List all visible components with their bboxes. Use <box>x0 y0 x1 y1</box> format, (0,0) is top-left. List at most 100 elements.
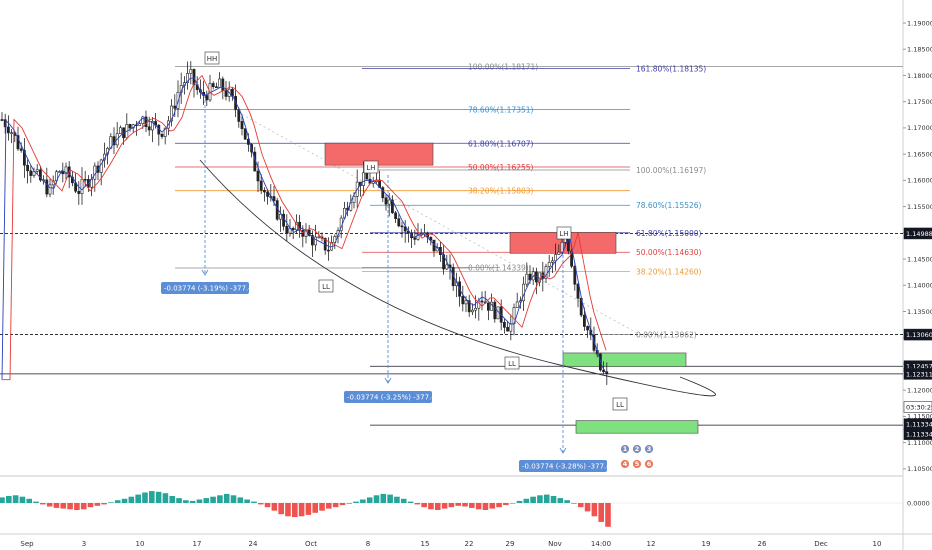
candle-body <box>515 301 519 308</box>
oscillator-bar <box>434 503 441 510</box>
swing-label-lh: LH <box>559 230 568 238</box>
price-tick-label: 1.11500 <box>907 413 932 421</box>
event-tag-icon[interactable] <box>632 459 642 469</box>
oscillator-bar <box>135 494 141 503</box>
oscillator-bar <box>319 503 325 511</box>
price-badge <box>903 328 932 341</box>
measure-label-box <box>519 460 607 472</box>
supply-zone-1[interactable] <box>324 142 434 166</box>
candle-body <box>128 124 132 129</box>
price-badge <box>903 368 932 380</box>
oscillator-bar <box>162 493 169 503</box>
candle-body <box>525 273 529 285</box>
candle-body <box>397 218 401 227</box>
oscillator-bar <box>237 497 244 503</box>
oscillator-bar <box>114 500 121 503</box>
oscillator-bar <box>482 503 489 510</box>
candle-body <box>211 83 215 88</box>
fib2-level-label: 0.00%(1.13062) <box>636 330 697 339</box>
oscillator-bar <box>523 498 530 503</box>
curved-trend-arc[interactable] <box>199 159 716 397</box>
measure-arrowhead <box>201 269 209 276</box>
oscillator-bar <box>577 503 584 508</box>
candle-body <box>474 307 478 311</box>
swing-label-box <box>556 226 572 240</box>
event-tags[interactable]: 1 2 3 4 5 6 <box>620 444 654 469</box>
event-tag-label: 5 <box>635 460 640 468</box>
oscillator-bar <box>67 503 73 510</box>
oscillator-bar <box>155 491 162 503</box>
time-tick-label: 12 <box>647 540 656 548</box>
time-tick-label: Sep <box>20 540 34 548</box>
oscillator-bar <box>196 499 203 503</box>
oscillator-bar <box>108 502 114 503</box>
measurement-tools[interactable]: -0.03774 (-3.19%) -377.4 -0.03774 (-3.25%… <box>161 95 611 472</box>
candle-body <box>464 300 468 305</box>
candle-body <box>189 69 193 74</box>
event-tag-icon[interactable] <box>644 444 654 454</box>
oscillator-bar <box>285 503 291 517</box>
event-tag-icon[interactable] <box>620 444 630 454</box>
candlestick-series[interactable] <box>0 61 609 386</box>
candle-body <box>151 121 154 131</box>
candle-body <box>218 78 222 88</box>
demand-zone-1[interactable] <box>562 352 687 367</box>
oscillator-bar <box>332 503 339 508</box>
oscillator-bar <box>421 503 427 508</box>
time-axis[interactable]: Sep 3 10 17 24 Oct 8 15 22 29 Nov 14:00 12 19 26 Dec 10 <box>0 533 932 548</box>
fib2-level-label: 50.00%(1.14630) <box>636 248 702 257</box>
price-tick-label: 1.19000 <box>907 19 932 27</box>
candle-body <box>301 230 305 237</box>
fib1-level-label: 78.60%(1.17351) <box>468 105 534 114</box>
event-tag-icon[interactable] <box>620 459 630 469</box>
horizontal-lines <box>0 233 903 477</box>
swing-label-ll: LL <box>508 360 516 368</box>
oscillator-bar <box>19 496 26 503</box>
candle-body <box>77 190 81 194</box>
candle-body <box>304 229 308 237</box>
oscillator-bar <box>326 503 332 509</box>
swing-label-box <box>504 356 520 370</box>
oscillator-bar <box>176 498 182 503</box>
oscillator-bar <box>0 497 5 503</box>
oscillator-bar <box>360 499 366 503</box>
fib2-level-label: 100.00%(1.16197) <box>636 166 706 175</box>
candle-body <box>390 199 394 214</box>
fib2-level-label: 0.00%(1.14339) <box>468 263 529 272</box>
price-badge-label: 1.13060 <box>906 331 932 339</box>
oscillator-bar <box>244 499 250 503</box>
demand-zone-2[interactable] <box>575 420 699 434</box>
candle-body <box>365 172 369 180</box>
candle-body <box>256 170 260 182</box>
candle-body <box>205 95 209 101</box>
time-tick-label: 14:00 <box>591 540 611 548</box>
fib1-ext-label: 161.80%(1.18135) <box>636 64 706 73</box>
event-tag-icon[interactable] <box>632 444 642 454</box>
candle-body <box>502 322 506 328</box>
fibonacci-retracement-2[interactable]: 100.00%(1.16197) 78.60%(1.15526) 61.80%(1.… <box>232 109 706 340</box>
swing-label-box <box>612 397 628 411</box>
oscillator-bar <box>148 491 155 503</box>
oscillator-bar <box>312 503 319 513</box>
oscillator-bar <box>121 498 128 503</box>
oscillator-bar <box>40 503 46 505</box>
time-tick-label: 29 <box>506 540 515 548</box>
candle-body <box>547 262 551 267</box>
swing-label-ll: LL <box>322 283 330 291</box>
oscillator-bar <box>298 503 305 517</box>
oscillator-bar <box>598 503 604 522</box>
oscillator-bar <box>203 498 210 503</box>
event-tag-label: 2 <box>635 445 640 453</box>
candle-body <box>570 250 574 267</box>
zones[interactable] <box>324 142 699 434</box>
candle-body <box>317 236 321 239</box>
event-tag-icon[interactable] <box>644 459 654 469</box>
candle-body <box>310 235 314 246</box>
time-tick-label: 22 <box>465 540 474 548</box>
candle-body <box>58 171 62 173</box>
time-tick-label: 15 <box>421 540 430 548</box>
swing-labels: HH LH LH LL LL LL <box>204 51 628 411</box>
slow-ma-line <box>2 74 607 381</box>
